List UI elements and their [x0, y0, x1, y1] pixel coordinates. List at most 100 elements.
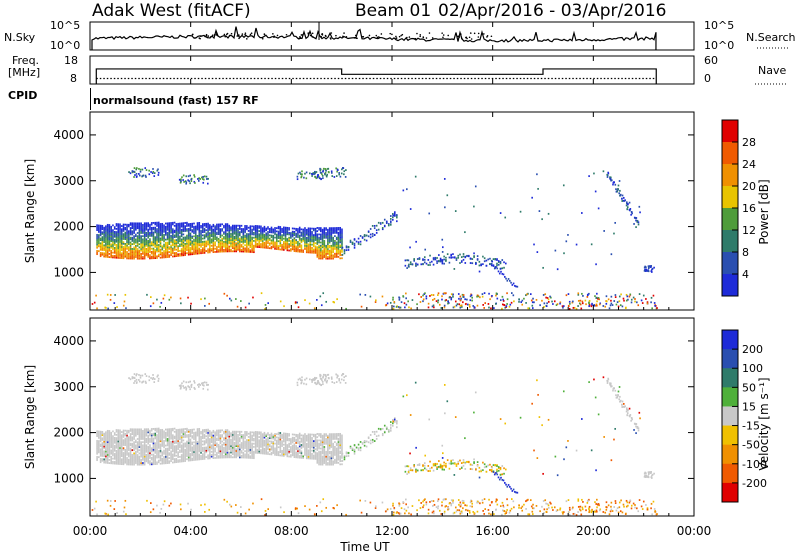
- velocity-cell: [177, 437, 179, 439]
- velocity-cell: [107, 459, 109, 461]
- power-cell: [142, 226, 144, 228]
- velocity-cell: [181, 437, 183, 439]
- power-cell: [132, 243, 134, 245]
- power-cell: [228, 230, 230, 232]
- velocity-cell: [110, 459, 112, 461]
- power-cell: [153, 236, 155, 238]
- power-cell: [232, 250, 234, 252]
- power-cell: [191, 242, 193, 244]
- velocity-cell: [103, 438, 105, 440]
- velocity-cell: [149, 444, 151, 446]
- power-cell: [267, 231, 269, 233]
- power-cell: [496, 268, 498, 270]
- velocity-cell: [207, 448, 209, 450]
- power-cell: [144, 246, 146, 248]
- power-cell: [591, 305, 593, 307]
- velocity-cell: [142, 464, 144, 466]
- velocity-cell: [248, 444, 250, 446]
- power-cell: [200, 249, 202, 251]
- power-cell: [318, 245, 320, 247]
- power-cell: [318, 242, 320, 244]
- power-cell: [248, 233, 250, 235]
- velocity-cell: [251, 438, 253, 440]
- velocity-cell: [116, 456, 118, 458]
- power-cell: [142, 253, 144, 255]
- velocity-cell: [117, 434, 119, 436]
- power-cell: [343, 173, 345, 175]
- power-cell: [325, 237, 327, 239]
- power-cell: [149, 227, 151, 229]
- power-cell: [281, 238, 283, 240]
- velocity-cell: [100, 444, 102, 446]
- velocity-cell: [250, 439, 252, 441]
- power-cell: [204, 249, 206, 251]
- power-cell: [130, 258, 132, 260]
- velocity-cell: [140, 444, 142, 446]
- power-cell: [287, 243, 289, 245]
- velocity-cell: [109, 438, 111, 440]
- velocity-cell: [237, 450, 239, 452]
- power-cell: [135, 222, 137, 224]
- power-cell: [271, 239, 273, 241]
- power-cell: [283, 305, 285, 307]
- velocity-cell: [184, 457, 186, 459]
- power-cell: [123, 257, 125, 259]
- power-cell: [454, 306, 456, 308]
- power-cell: [156, 246, 158, 248]
- velocity-cell: [165, 461, 167, 463]
- power-cell: [160, 223, 162, 225]
- velocity-cell: [255, 437, 257, 439]
- power-cell: [580, 308, 582, 310]
- power-cell: [177, 225, 179, 227]
- velocity-cell: [149, 438, 151, 440]
- power-cell: [318, 238, 320, 240]
- power-cell: [125, 307, 127, 309]
- power-cell: [497, 298, 499, 300]
- power-cell: [128, 240, 130, 242]
- power-cell: [128, 235, 130, 237]
- power-cell: [301, 232, 303, 234]
- power-cell: [311, 173, 313, 175]
- power-cell: [121, 252, 123, 254]
- power-cell: [537, 188, 539, 190]
- power-cell: [274, 232, 276, 234]
- power-cell: [121, 228, 123, 230]
- power-cell: [327, 253, 329, 255]
- power-cell: [311, 237, 313, 239]
- velocity-cell: [237, 431, 239, 433]
- power-cell: [107, 256, 109, 258]
- velocity-cell: [188, 453, 190, 455]
- power-cell: [253, 227, 255, 229]
- power-cell: [132, 251, 134, 253]
- velocity-cell: [181, 438, 183, 440]
- power-cell: [311, 250, 313, 252]
- power-cell: [153, 243, 155, 245]
- power-cell: [315, 246, 317, 248]
- velocity-cell: [207, 435, 209, 437]
- power-cell: [613, 300, 615, 302]
- power-cell: [130, 224, 132, 226]
- power-cell: [133, 242, 135, 244]
- power-cell: [146, 227, 148, 229]
- velocity-cell: [184, 434, 186, 436]
- velocity-cell: [214, 454, 216, 456]
- velocity-cell: [204, 431, 206, 433]
- power-cell: [283, 241, 285, 243]
- power-cell: [139, 222, 141, 224]
- power-cell: [103, 248, 105, 250]
- power-cell: [324, 243, 326, 245]
- power-cell: [253, 245, 255, 247]
- velocity-cell: [257, 449, 259, 451]
- power-cell: [158, 228, 160, 230]
- velocity-cell: [151, 439, 153, 441]
- power-cell: [295, 236, 297, 238]
- power-cell: [308, 234, 310, 236]
- power-cell: [114, 228, 116, 230]
- power-cell: [154, 172, 156, 174]
- power-cell: [294, 234, 296, 236]
- power-cell: [140, 230, 142, 232]
- power-cell: [179, 228, 181, 230]
- velocity-cell: [130, 444, 132, 446]
- power-cell: [288, 240, 290, 242]
- power-cell: [530, 293, 532, 295]
